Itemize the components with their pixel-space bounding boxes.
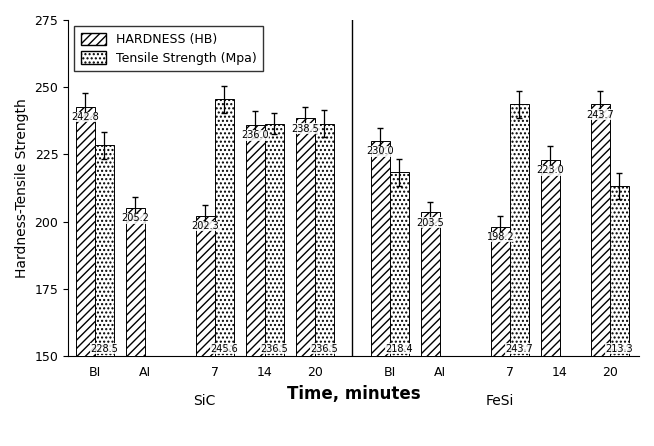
Text: 230.0: 230.0 [366, 146, 394, 157]
Text: 218.4: 218.4 [386, 343, 413, 354]
Text: 213.3: 213.3 [606, 343, 633, 354]
Text: 223.0: 223.0 [536, 165, 564, 175]
Text: 205.2: 205.2 [121, 213, 149, 223]
Bar [315, 124, 334, 356]
Bar [246, 125, 265, 356]
Text: 238.5: 238.5 [292, 124, 319, 133]
Bar [390, 172, 409, 356]
Legend: HARDNESS (HB), Tensile Strength (Mpa): HARDNESS (HB), Tensile Strength (Mpa) [75, 26, 263, 71]
Text: 202.3: 202.3 [192, 221, 219, 231]
Bar [610, 186, 629, 356]
Bar [296, 118, 315, 356]
Text: 228.5: 228.5 [90, 343, 118, 354]
Bar [196, 215, 215, 356]
Text: 236.5: 236.5 [311, 343, 338, 354]
Text: 198.2: 198.2 [487, 232, 514, 242]
Bar [371, 141, 390, 356]
Text: SiC: SiC [194, 394, 216, 408]
Bar [421, 212, 440, 356]
Bar [215, 99, 233, 356]
Text: 245.6: 245.6 [211, 343, 238, 354]
Y-axis label: Hardness-Tensile Strength: Hardness-Tensile Strength [15, 98, 29, 278]
X-axis label: Time, minutes: Time, minutes [286, 384, 421, 402]
Bar [265, 124, 284, 356]
Bar [510, 104, 529, 356]
Text: FeSi: FeSi [486, 394, 514, 408]
Text: 242.8: 242.8 [71, 112, 99, 122]
Bar [126, 208, 145, 356]
Bar [491, 227, 510, 356]
Text: 236.0: 236.0 [241, 130, 269, 140]
Text: 243.7: 243.7 [506, 343, 533, 354]
Bar [95, 145, 114, 356]
Bar [76, 107, 95, 356]
Text: 243.7: 243.7 [587, 110, 614, 120]
Text: 236.5: 236.5 [260, 343, 288, 354]
Text: 203.5: 203.5 [417, 218, 444, 228]
Bar [541, 160, 560, 356]
Bar [591, 104, 610, 356]
